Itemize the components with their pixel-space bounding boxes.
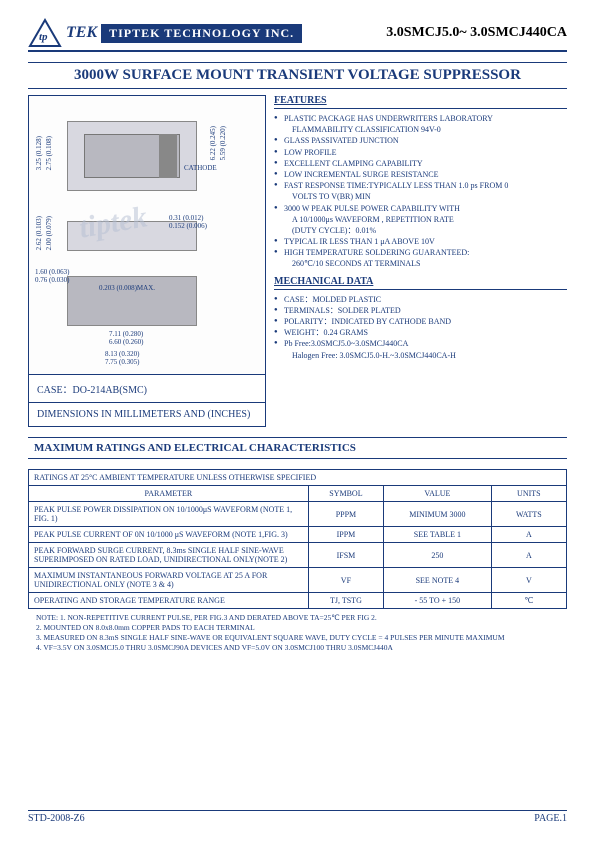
footer-doc-id: STD-2008-Z6 bbox=[28, 813, 85, 824]
note-line: NOTE: 1. NON-REPETITIVE CURRENT PULSE, P… bbox=[28, 613, 567, 623]
feature-item: A 10/1000μs WAVEFORM , REPETITION RATE bbox=[274, 214, 567, 225]
dim-lead2: 0.76 (0.030) bbox=[35, 276, 69, 284]
cell-value: 250 bbox=[384, 543, 492, 568]
cell-symbol: PPPM bbox=[308, 502, 383, 527]
cell-units: ℃ bbox=[491, 593, 566, 609]
table-row: PEAK PULSE POWER DISSIPATION ON 10/1000μ… bbox=[29, 502, 567, 527]
logo-icon: tp bbox=[28, 18, 62, 48]
cell-value: SEE TABLE 1 bbox=[384, 527, 492, 543]
mechanical-item: POLARITY：INDICATED BY CATHODE BAND bbox=[274, 316, 567, 327]
cell-value: MINIMUM 3000 bbox=[384, 502, 492, 527]
company-banner: TIPTEK TECHNOLOGY INC. bbox=[101, 24, 302, 43]
ratings-condition: RATINGS AT 25°C AMBIENT TEMPERATURE UNLE… bbox=[29, 470, 567, 486]
info-column: FEATURES PLASTIC PACKAGE HAS UNDERWRITER… bbox=[274, 95, 567, 427]
dim-s2: 2.00 (0.079) bbox=[45, 216, 53, 250]
footer: STD-2008-Z6 PAGE.1 bbox=[28, 810, 567, 824]
footer-page: PAGE.1 bbox=[534, 813, 567, 824]
dim-lead1: 1.60 (0.063) bbox=[35, 268, 69, 276]
cell-value: - 55 TO + 150 bbox=[384, 593, 492, 609]
cell-units: A bbox=[491, 543, 566, 568]
table-header-row: PARAMETER SYMBOL VALUE UNITS bbox=[29, 486, 567, 502]
feature-item: PLASTIC PACKAGE HAS UNDERWRITERS LABORAT… bbox=[274, 113, 567, 124]
features-list: PLASTIC PACKAGE HAS UNDERWRITERS LABORAT… bbox=[274, 113, 567, 270]
dim-r1: 6.22 (0.245) bbox=[209, 126, 217, 160]
notes-block: NOTE: 1. NON-REPETITIVE CURRENT PULSE, P… bbox=[28, 613, 567, 654]
dim-tab1: 0.31 (0.012) bbox=[169, 214, 203, 222]
dim-s1: 2.62 (0.103) bbox=[35, 216, 43, 250]
case-label: CASE：DO-214AB(SMC) bbox=[28, 375, 266, 403]
feature-item: EXCELLENT CLAMPING CAPABILITY bbox=[274, 158, 567, 169]
cell-value: SEE NOTE 4 bbox=[384, 568, 492, 593]
cell-units: V bbox=[491, 568, 566, 593]
cell-parameter: PEAK FORWARD SURGE CURRENT, 8.3ms SINGLE… bbox=[29, 543, 309, 568]
feature-item: 3000 W PEAK PULSE POWER CAPABILITY WITH bbox=[274, 203, 567, 214]
mechanical-item: TERMINALS：SOLDER PLATED bbox=[274, 305, 567, 316]
cell-parameter: OPERATING AND STORAGE TEMPERATURE RANGE bbox=[29, 593, 309, 609]
ratings-table: RATINGS AT 25°C AMBIENT TEMPERATURE UNLE… bbox=[28, 469, 567, 609]
dimension-note: DIMENSIONS IN MILLIMETERS AND (INCHES) bbox=[28, 403, 266, 427]
table-row: PEAK PULSE CURRENT OF 0N 10/1000 μS WAVE… bbox=[29, 527, 567, 543]
feature-item: VOLTS TO V(BR) MIN bbox=[274, 191, 567, 202]
note-line: 3. MEASURED ON 8.3mS SINGLE HALF SINE-WA… bbox=[28, 633, 567, 643]
cell-symbol: IPPM bbox=[308, 527, 383, 543]
header: tp TEK TIPTEK TECHNOLOGY INC. 3.0SMCJ5.0… bbox=[28, 18, 567, 52]
feature-item: TYPICAL IR LESS THAN 1 μA ABOVE 10V bbox=[274, 236, 567, 247]
note-line: 4. VF=3.5V ON 3.0SMCJ5.0 THRU 3.0SMCJ90A… bbox=[28, 643, 567, 653]
mechanical-item: Pb Free:3.0SMCJ5.0~3.0SMCJ440CA bbox=[274, 338, 567, 349]
max-ratings-header: MAXIMUM RATINGS AND ELECTRICAL CHARACTER… bbox=[28, 437, 567, 459]
feature-item: GLASS PASSIVATED JUNCTION bbox=[274, 135, 567, 146]
col-parameter: PARAMETER bbox=[29, 486, 309, 502]
diagram-column: tiptek 3.25 (0.128) 2.75 (0.108) 6.22 (0… bbox=[28, 95, 266, 427]
features-header: FEATURES bbox=[274, 95, 567, 109]
dim-tab2: 0.152 (0.006) bbox=[169, 222, 207, 230]
mechanical-item: CASE：MOLDED PLASTIC bbox=[274, 294, 567, 305]
logo-prefix: tp bbox=[39, 31, 48, 43]
mechanical-item: WEIGHT：0.24 GRAMS bbox=[274, 327, 567, 338]
cell-symbol: TJ, TSTG bbox=[308, 593, 383, 609]
cell-parameter: PEAK PULSE POWER DISSIPATION ON 10/1000μ… bbox=[29, 502, 309, 527]
dim-r2: 5.59 (0.220) bbox=[219, 126, 227, 160]
dim-w3: 8.13 (0.320) bbox=[105, 350, 139, 358]
table-row: PEAK FORWARD SURGE CURRENT, 8.3ms SINGLE… bbox=[29, 543, 567, 568]
col-value: VALUE bbox=[384, 486, 492, 502]
cell-units: WATTS bbox=[491, 502, 566, 527]
feature-item: HIGH TEMPERATURE SOLDERING GUARANTEED: bbox=[274, 247, 567, 258]
dim-w2: 6.60 (0.260) bbox=[109, 338, 143, 346]
dim-w4: 7.75 (0.305) bbox=[105, 358, 139, 366]
cell-symbol: IFSM bbox=[308, 543, 383, 568]
note-line: 2. MOUNTED ON 8.0x8.0mm COPPER PADS TO E… bbox=[28, 623, 567, 633]
cell-parameter: PEAK PULSE CURRENT OF 0N 10/1000 μS WAVE… bbox=[29, 527, 309, 543]
feature-item: FLAMMABILITY CLASSIFICATION 94V-0 bbox=[274, 124, 567, 135]
feature-item: FAST RESPONSE TIME:TYPICALLY LESS THAN 1… bbox=[274, 180, 567, 191]
col-symbol: SYMBOL bbox=[308, 486, 383, 502]
mechanical-header: MECHANICAL DATA bbox=[274, 276, 567, 290]
feature-item: LOW INCREMENTAL SURGE RESISTANCE bbox=[274, 169, 567, 180]
dim-lmax: 0.203 (0.008)MAX. bbox=[99, 284, 155, 292]
brand-text: TEK bbox=[66, 24, 97, 42]
feature-item: (DUTY CYCLE)：0.01% bbox=[274, 225, 567, 236]
dim-w1: 7.11 (0.280) bbox=[109, 330, 143, 338]
cathode-label: CATHODE bbox=[184, 164, 217, 172]
cell-symbol: VF bbox=[308, 568, 383, 593]
cell-units: A bbox=[491, 527, 566, 543]
col-units: UNITS bbox=[491, 486, 566, 502]
mechanical-item: Halogen Free: 3.0SMCJ5.0-H.~3.0SMCJ440CA… bbox=[274, 350, 567, 361]
mechanical-list: CASE：MOLDED PLASTICTERMINALS：SOLDER PLAT… bbox=[274, 294, 567, 361]
feature-item: 260℃/10 SECONDS AT TERMINALS bbox=[274, 258, 567, 269]
table-row: OPERATING AND STORAGE TEMPERATURE RANGET… bbox=[29, 593, 567, 609]
table-row: MAXIMUM INSTANTANEOUS FORWARD VOLTAGE AT… bbox=[29, 568, 567, 593]
cell-parameter: MAXIMUM INSTANTANEOUS FORWARD VOLTAGE AT… bbox=[29, 568, 309, 593]
package-diagram: tiptek 3.25 (0.128) 2.75 (0.108) 6.22 (0… bbox=[28, 95, 266, 375]
dim-h1: 3.25 (0.128) bbox=[35, 136, 43, 170]
logo-block: tp TEK TIPTEK TECHNOLOGY INC. bbox=[28, 18, 302, 48]
page-title: 3000W SURFACE MOUNT TRANSIENT VOLTAGE SU… bbox=[28, 62, 567, 89]
feature-item: LOW PROFILE bbox=[274, 147, 567, 158]
part-number-range: 3.0SMCJ5.0~ 3.0SMCJ440CA bbox=[386, 25, 567, 41]
dim-h2: 2.75 (0.108) bbox=[45, 136, 53, 170]
